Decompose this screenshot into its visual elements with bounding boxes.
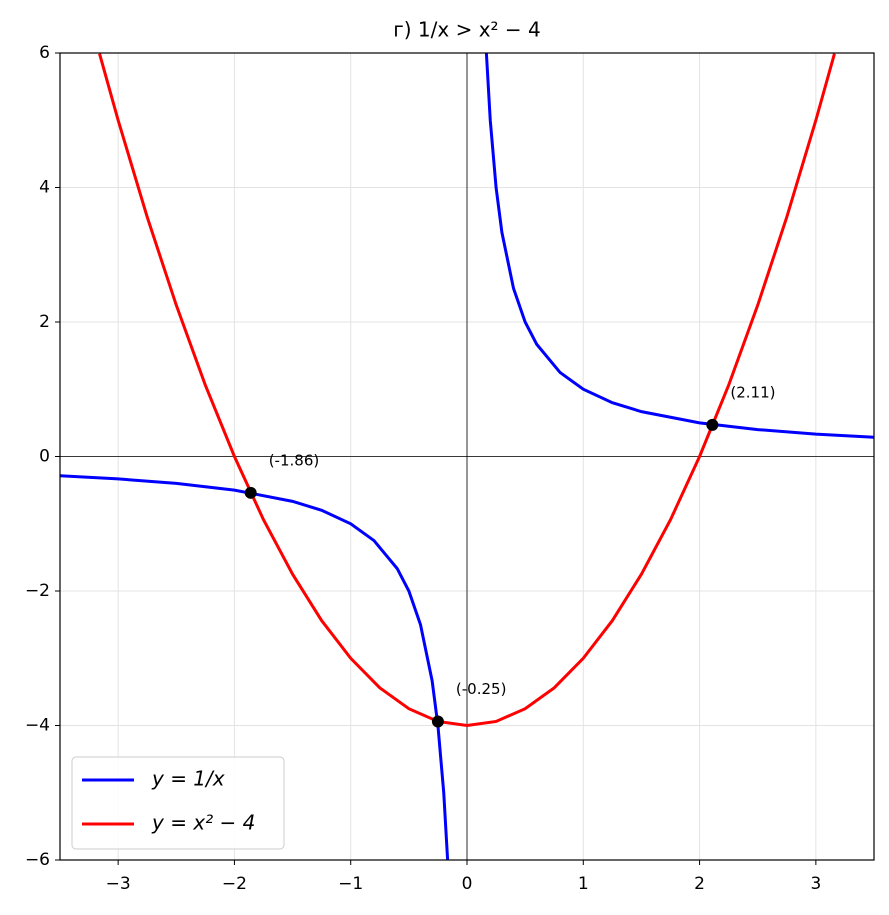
x-tick-label: 3 bbox=[810, 874, 821, 894]
y-tick-label: −6 bbox=[25, 850, 50, 870]
y-tick-label: 0 bbox=[39, 447, 50, 467]
line bbox=[98, 53, 836, 728]
x-tick-label: 0 bbox=[462, 874, 473, 894]
point-label: (-0.25) bbox=[456, 680, 507, 698]
y-tick-label: −2 bbox=[25, 581, 50, 601]
legend-label: y = x² − 4 bbox=[151, 811, 255, 835]
intersection-point bbox=[706, 418, 719, 431]
legend-label: y = 1/x bbox=[151, 767, 225, 791]
intersection-point bbox=[244, 486, 257, 499]
y-tick-label: 4 bbox=[39, 178, 50, 198]
point-label: (2.11) bbox=[730, 383, 775, 401]
y-tick-label: −4 bbox=[25, 716, 50, 736]
intersection-point bbox=[431, 715, 444, 728]
x-tick-label: −3 bbox=[106, 874, 131, 894]
y-tick-label: 2 bbox=[39, 312, 50, 332]
x-tick-label: −2 bbox=[222, 874, 247, 894]
y-tick-label: 6 bbox=[39, 43, 50, 63]
point-label: (-1.86) bbox=[269, 451, 320, 469]
line bbox=[60, 53, 874, 860]
x-tick-label: 2 bbox=[694, 874, 705, 894]
x-tick-label: 1 bbox=[578, 874, 589, 894]
chart-title: г) 1/x > x² − 4 bbox=[393, 18, 541, 42]
x-tick-label: −1 bbox=[338, 874, 363, 894]
